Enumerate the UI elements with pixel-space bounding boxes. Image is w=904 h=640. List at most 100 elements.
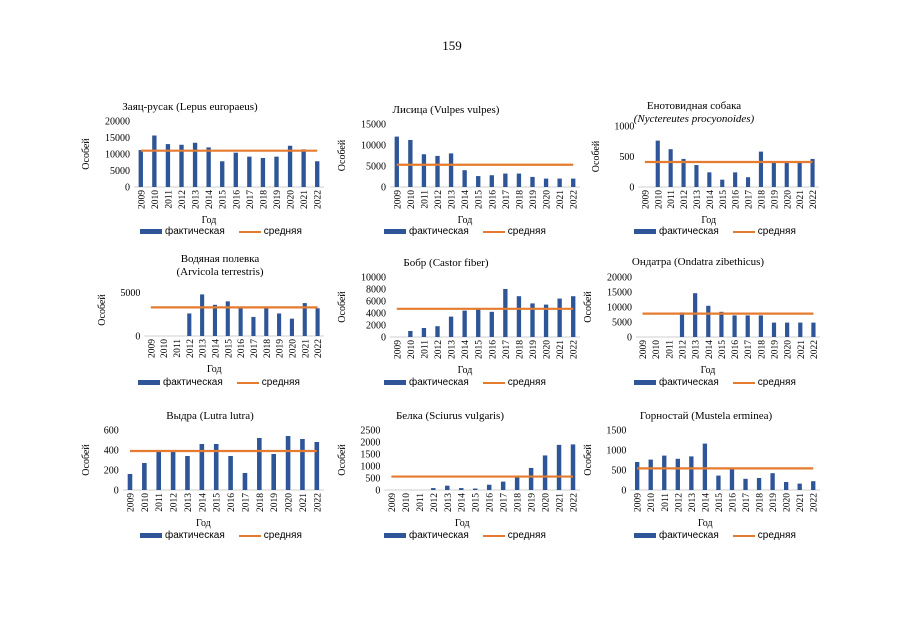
x-tick-label: 2011 — [155, 493, 165, 512]
x-tick-label: 2020 — [783, 493, 793, 512]
x-tick-label: 2011 — [667, 190, 677, 209]
x-tick-label: 2014 — [458, 493, 468, 512]
legend-line-swatch — [732, 534, 755, 537]
x-tick-label: 2019 — [771, 340, 781, 359]
bar-2018 — [516, 173, 522, 187]
y-tick-label: 10000 — [361, 273, 386, 284]
x-tick-label: 2018 — [756, 493, 766, 512]
bar-2012 — [170, 450, 176, 490]
legend-bar-swatch — [384, 533, 406, 538]
x-tick-label: 2012 — [674, 493, 684, 512]
x-axis-label: Год — [207, 364, 222, 375]
legend-line-swatch — [732, 230, 755, 233]
x-tick-label: 2009 — [388, 493, 398, 512]
x-tick-label: 2015 — [475, 190, 485, 209]
bar-2017 — [247, 156, 252, 187]
legend-line-swatch — [238, 534, 261, 537]
bar-2015 — [720, 179, 725, 187]
x-tick-label: 2017 — [502, 340, 512, 359]
bar-2020 — [783, 482, 789, 490]
y-tick-label: 1000 — [360, 462, 380, 473]
x-tick-label: 2010 — [407, 340, 417, 359]
legend-label-average: средняя — [507, 226, 546, 237]
x-tick-label: 2022 — [314, 339, 324, 358]
bar-2015 — [472, 488, 478, 490]
chart-title: Белка (Sciurus vulgaris) — [330, 410, 570, 423]
bar-2018 — [514, 475, 520, 490]
x-tick-label: 2016 — [488, 340, 498, 359]
x-tick-label: 2015 — [718, 340, 728, 359]
legend-line-swatch — [238, 230, 261, 233]
x-tick-label: 2020 — [783, 190, 793, 209]
x-tick-label: 2010 — [647, 493, 657, 512]
legend-label-actual: фактическая — [163, 377, 223, 388]
bar-2012 — [187, 313, 192, 336]
chart-title-text: Бобр (Castor fiber) — [403, 257, 489, 269]
x-tick-label: 2022 — [810, 493, 820, 512]
x-tick-label: 2011 — [416, 493, 426, 512]
bar-2011 — [421, 328, 427, 337]
x-tick-label: 2017 — [500, 493, 510, 512]
x-tick-label: 2015 — [715, 493, 725, 512]
x-tick-label: 2021 — [796, 190, 806, 209]
chart-title-text: Заяц-русак (Lepus europaeus) — [122, 101, 258, 113]
x-axis-label: Год — [458, 215, 473, 226]
y-tick-label: 0 — [135, 332, 140, 343]
legend-label-actual: фактическая — [165, 226, 225, 237]
x-tick-label: 2014 — [701, 493, 711, 512]
bar-2012 — [431, 488, 436, 490]
bar-2017 — [242, 473, 248, 490]
x-tick-label: 2019 — [769, 493, 779, 512]
legend-line-swatch — [732, 381, 755, 384]
x-tick-label: 2010 — [141, 493, 151, 512]
bar-2014 — [212, 304, 218, 336]
chart-title: Енотовидная собака (Nyctereutes procyono… — [574, 100, 814, 126]
x-axis-label: Год — [698, 518, 713, 529]
legend-label-average: средняя — [757, 377, 796, 388]
x-tick-label: 2019 — [528, 493, 538, 512]
bar-2019 — [770, 473, 775, 490]
y-tick-label: 2000 — [360, 438, 380, 449]
x-tick-label: 2012 — [170, 493, 180, 512]
y-tick-label: 15000 — [361, 120, 386, 131]
x-tick-label: 2015 — [475, 340, 485, 359]
x-tick-label: 2020 — [285, 493, 295, 512]
bar-2019 — [528, 467, 534, 490]
x-tick-label: 2017 — [246, 190, 256, 209]
bar-2019 — [771, 161, 776, 187]
chart-legend: фактическая средняя — [140, 226, 302, 237]
bar-2010 — [648, 459, 653, 490]
x-tick-label: 2014 — [198, 493, 208, 512]
x-tick-label: 2009 — [641, 190, 651, 209]
x-tick-label: 2012 — [186, 339, 196, 358]
legend-bar-swatch — [384, 380, 406, 385]
bar-2022 — [811, 322, 816, 337]
chart-title-line-1: Водяная полевка — [180, 253, 260, 265]
bar-2016 — [486, 484, 492, 490]
legend-bar-swatch — [634, 533, 656, 538]
y-tick-label: 5000 — [366, 162, 386, 173]
x-axis-label: Год — [202, 215, 217, 226]
x-tick-label: 2014 — [461, 190, 471, 209]
chart-legend: фактическая средняя — [138, 377, 300, 388]
chart-fox: Особей 0 5000 10000 15000 2009 2010 2011 2012 201… — [337, 120, 580, 226]
x-tick-label: 2014 — [706, 190, 716, 209]
legend-line-swatch — [482, 230, 505, 233]
bar-2009 — [394, 136, 399, 187]
bar-2010 — [152, 135, 157, 187]
bar-2011 — [165, 144, 171, 187]
chart-title-line-2: (Arvicola terrestris) — [176, 266, 264, 278]
x-tick-label: 2012 — [680, 190, 690, 209]
bar-2018 — [516, 296, 522, 337]
x-tick-label: 2014 — [461, 340, 471, 359]
bar-2010 — [142, 463, 147, 490]
bar-2014 — [206, 147, 211, 187]
bar-2020 — [542, 455, 548, 490]
x-tick-label: 2011 — [164, 190, 174, 209]
y-tick-label: 0 — [375, 486, 380, 497]
legend-bar-swatch — [384, 229, 406, 234]
y-tick-label: 500 — [611, 466, 626, 477]
